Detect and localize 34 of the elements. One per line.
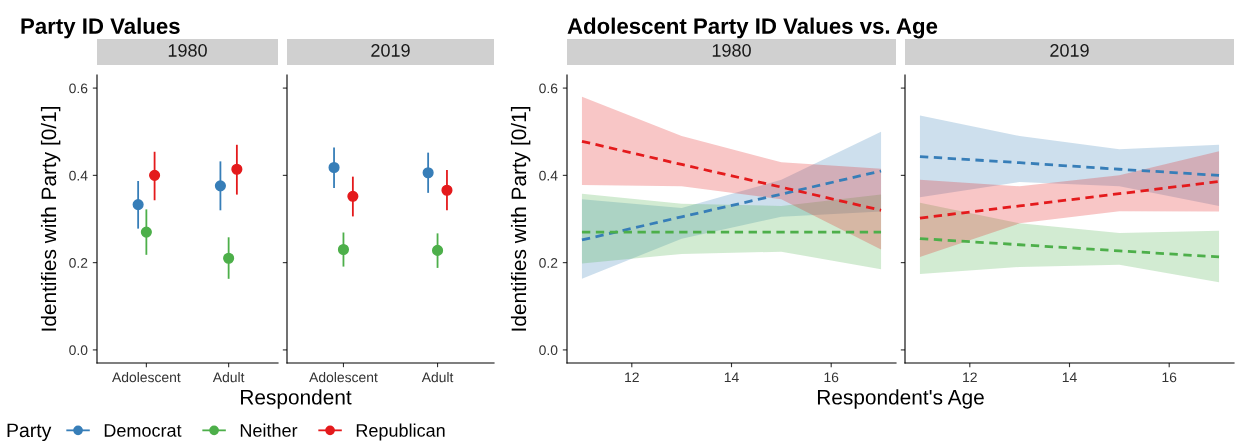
chart-subtitle: 2019 bbox=[1050, 44, 1089, 57]
y-axis-title: Identifies with Party [0/1] bbox=[40, 107, 61, 331]
legend-label: Republican bbox=[356, 423, 445, 441]
chart-subtitle: 2019 bbox=[371, 44, 410, 57]
x-tick-label: 16 bbox=[1162, 372, 1177, 383]
x-tick-label: 16 bbox=[824, 372, 839, 383]
x-tick-label: 14 bbox=[1062, 372, 1077, 383]
legend-label: Neither bbox=[240, 423, 298, 437]
x-axis-title: Respondent bbox=[241, 389, 352, 409]
y-tick-label: 0.2 bbox=[69, 257, 88, 268]
x-tick-label: Adult bbox=[212, 372, 245, 383]
x-tick-label: Adolescent bbox=[309, 372, 378, 383]
x-tick-label: 12 bbox=[625, 372, 639, 383]
x-axis-title: Respondent's Age bbox=[817, 389, 984, 409]
y-tick-label: 0.4 bbox=[539, 170, 558, 181]
legend-label: Democrat bbox=[104, 424, 182, 437]
x-tick-label: Adolescent bbox=[112, 372, 181, 383]
y-tick-label: 0.0 bbox=[539, 345, 558, 356]
x-tick-label: Adult bbox=[421, 372, 454, 383]
y-tick-label: 0.6 bbox=[539, 83, 558, 94]
line-series bbox=[580, 139, 883, 212]
y-tick-label: 0.4 bbox=[69, 170, 88, 181]
y-tick-label: 0.2 bbox=[539, 257, 558, 268]
line-series bbox=[580, 169, 883, 242]
y-tick-label: 0.0 bbox=[69, 345, 88, 356]
x-tick-label: 12 bbox=[963, 372, 977, 383]
chart-title: Party ID Values bbox=[21, 17, 180, 39]
y-axis-title: Identifies with Party [0/1] bbox=[510, 107, 531, 331]
chart-subtitle: 1980 bbox=[168, 44, 207, 57]
y-tick-label: 0.6 bbox=[69, 83, 88, 94]
chart-title: Adolescent Party ID Values vs. Age bbox=[567, 17, 938, 39]
legend-title: Party bbox=[7, 423, 52, 442]
chart-subtitle: 1980 bbox=[712, 44, 751, 57]
x-tick-label: 14 bbox=[724, 372, 739, 383]
